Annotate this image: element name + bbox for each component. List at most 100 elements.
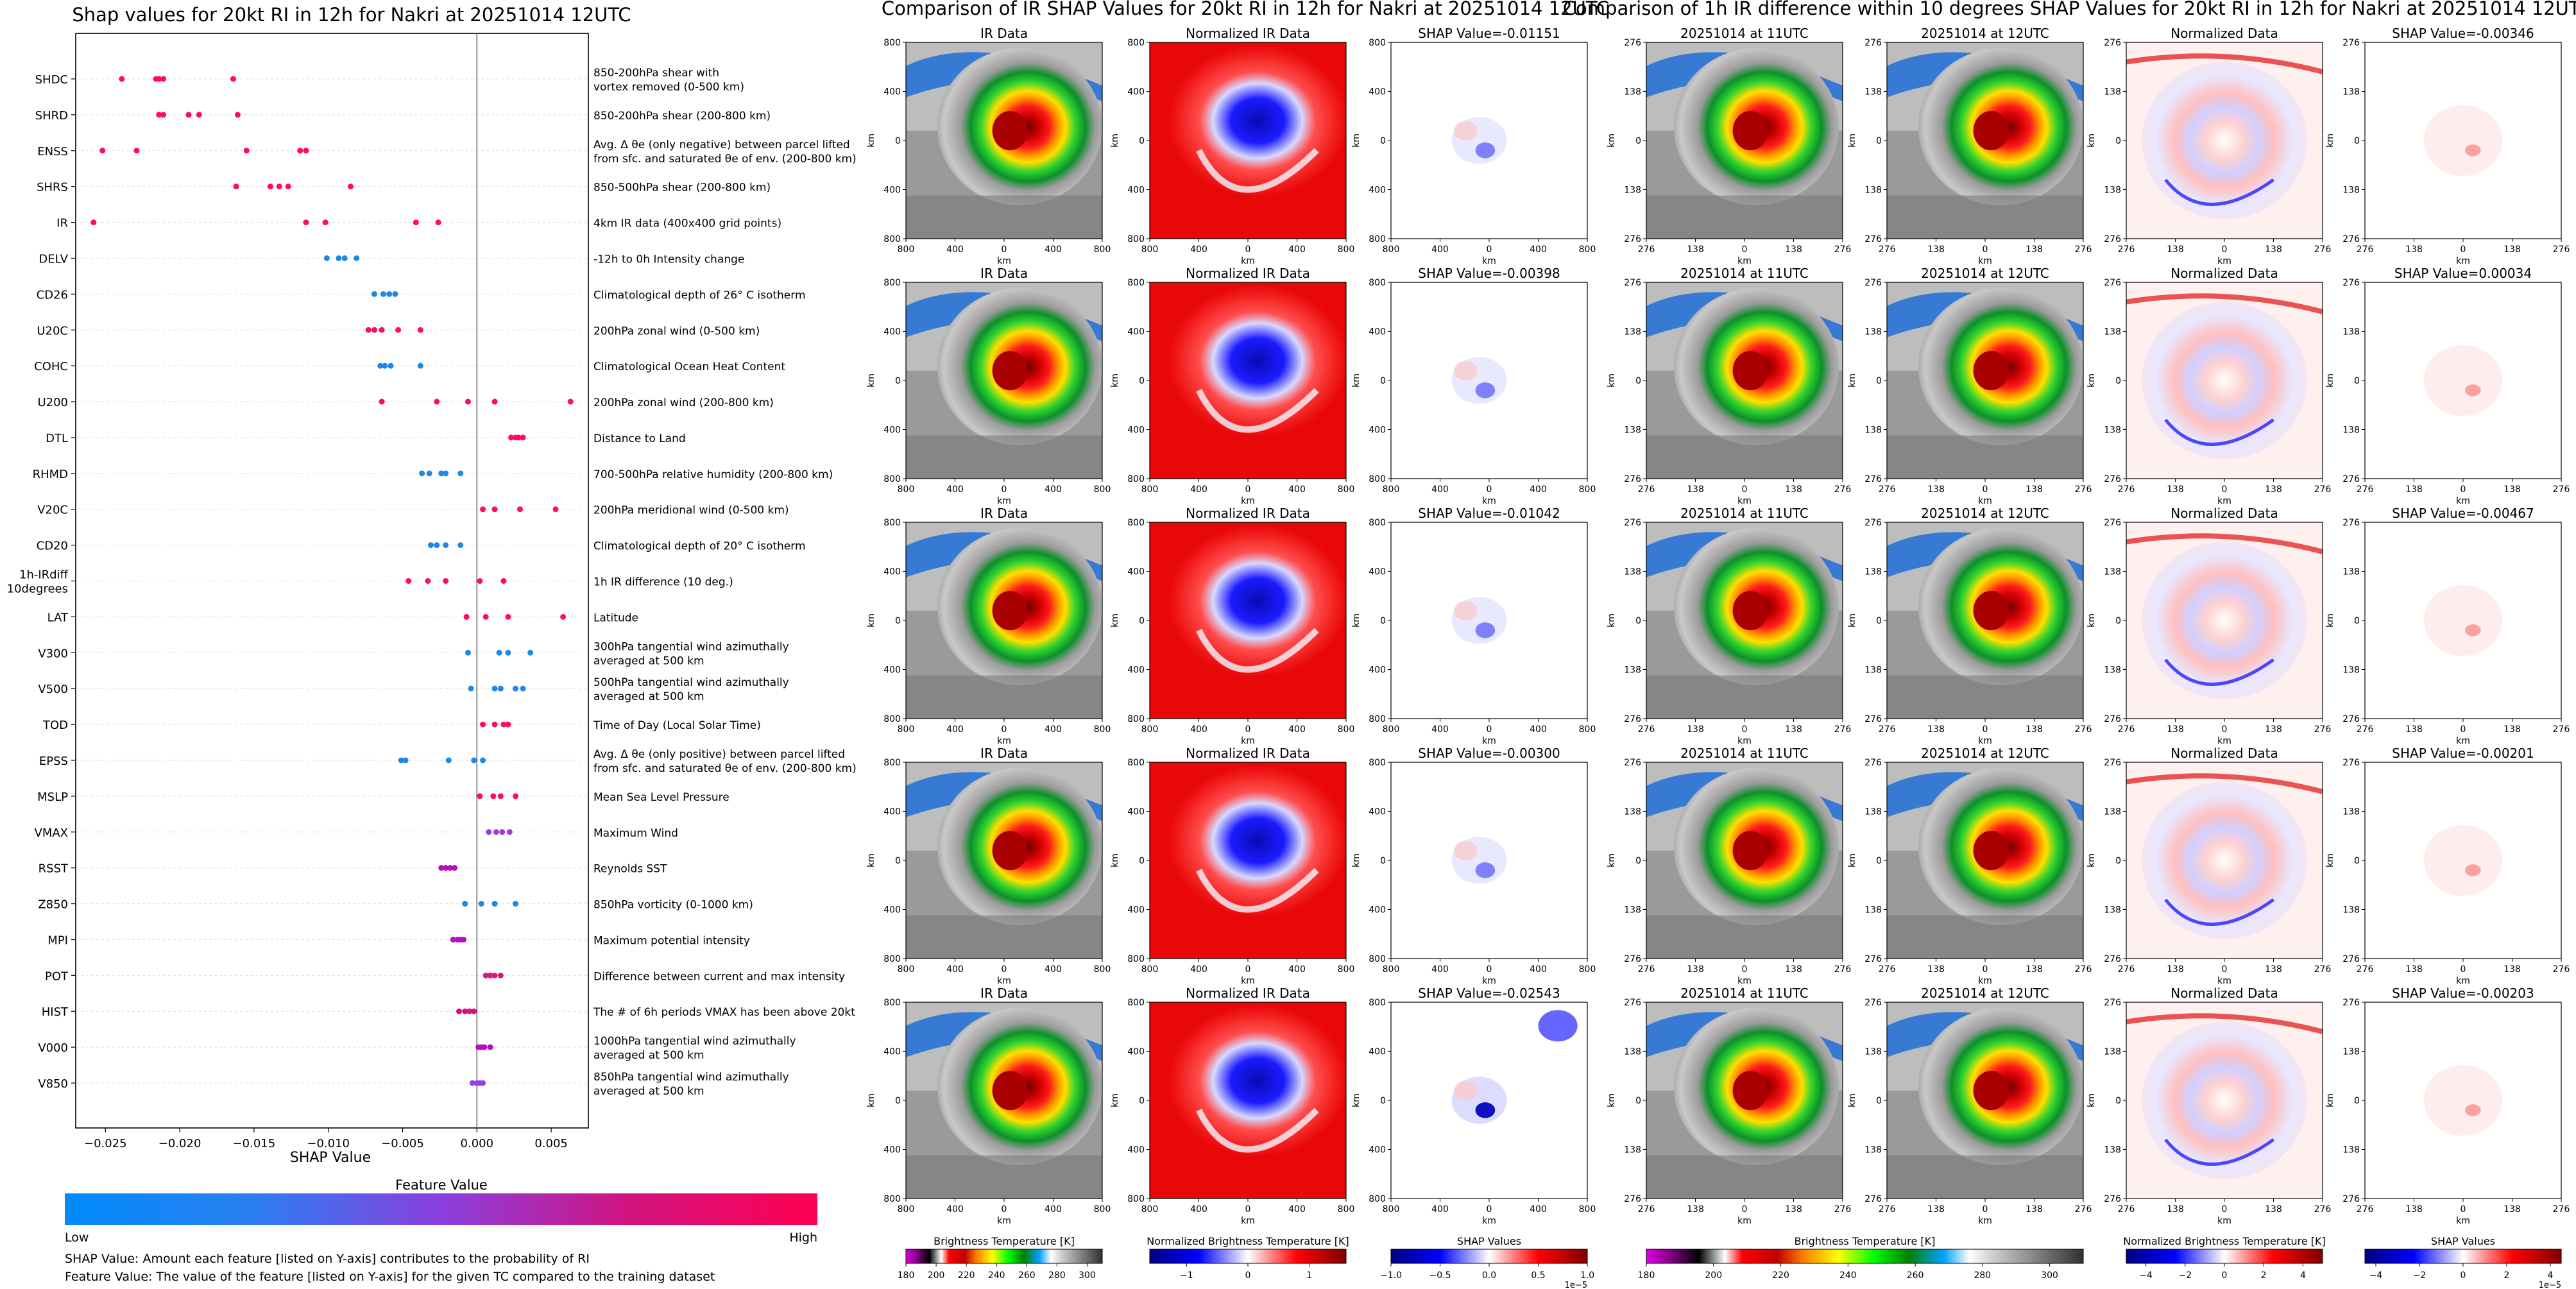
y-tick-label: 800 xyxy=(883,474,901,484)
shap-point xyxy=(469,1080,475,1086)
panel-title: IR Data xyxy=(980,506,1028,521)
feature-description: Latitude xyxy=(593,611,638,624)
x-tick-label: 0 xyxy=(2461,964,2466,975)
y-tick-label: 800 xyxy=(1369,278,1386,288)
colorbar-tick: 4 xyxy=(2300,1270,2306,1281)
y-tick-label: 400 xyxy=(1127,185,1145,196)
shap-point xyxy=(457,542,464,549)
feature-description: vortex removed (0-500 km) xyxy=(593,81,744,94)
x-tick-label: 800 xyxy=(1383,964,1400,975)
colorbar-tick: 280 xyxy=(1974,1270,1991,1281)
shap-point xyxy=(520,685,526,692)
y-tick-label: 0 xyxy=(1635,136,1641,146)
shap-plot-frame xyxy=(75,33,589,1129)
x-axis-label: km xyxy=(1241,496,1255,506)
x-axis-label: km xyxy=(2456,976,2470,986)
shap-point xyxy=(567,398,574,405)
shap-point xyxy=(398,757,404,764)
panel-title: IR Data xyxy=(980,986,1028,1001)
x-tick-label: 800 xyxy=(1141,244,1159,255)
footnote-feature: Feature Value: The value of the feature … xyxy=(65,1270,715,1284)
y-tick-label: 800 xyxy=(1127,998,1145,1008)
x-axis-label: km xyxy=(1482,256,1496,266)
y-axis-label: km xyxy=(1351,373,1361,388)
shap-feature-names: SHDC SHRD ENSS SHRS IR DELV CD26 U20C COHC U200 DT… xyxy=(7,73,76,1091)
y-tick-label: 0 xyxy=(1380,616,1386,626)
y-tick-label: 276 xyxy=(1864,518,1882,528)
y-tick-label: 138 xyxy=(2104,807,2121,817)
y-tick-label: 0 xyxy=(1635,616,1641,626)
x-tick-label: 276 xyxy=(2357,964,2374,975)
feature-name: V850 xyxy=(38,1077,68,1091)
x-tick-label: 276 xyxy=(2314,244,2332,255)
x-tick-label: 400 xyxy=(946,244,964,255)
panel-title: SHAP Value=-0.00203 xyxy=(2392,986,2534,1001)
y-tick-label: 800 xyxy=(1127,518,1145,528)
shap-point xyxy=(445,757,452,764)
shap-point xyxy=(417,363,423,369)
colorbar-label: SHAP Values xyxy=(2431,1235,2495,1247)
x-tick-label: 276 xyxy=(2553,484,2570,495)
feature-name: POT xyxy=(45,969,69,983)
feature-name: SHRS xyxy=(37,181,68,194)
shap-point xyxy=(303,148,309,154)
y-tick-label: 276 xyxy=(2104,998,2121,1008)
x-tick-label: 138 xyxy=(2503,484,2521,495)
y-tick-label: 138 xyxy=(2104,185,2121,196)
y-axis-label: km xyxy=(1351,853,1361,867)
y-tick-label: 400 xyxy=(1127,425,1145,436)
feature-description: -12h to 0h Intensity change xyxy=(593,253,744,266)
feature-name: EPSS xyxy=(39,755,68,768)
x-tick-label: 800 xyxy=(1141,964,1159,975)
y-tick-label: 138 xyxy=(1864,87,1882,98)
shap-point xyxy=(515,434,522,441)
y-tick-label: 0 xyxy=(2115,1096,2121,1106)
feature-description: 200hPa meridional wind (0-500 km) xyxy=(593,504,789,517)
colorbar-tick: 240 xyxy=(1839,1270,1857,1281)
x-tick-label: 0 xyxy=(1002,1204,1007,1215)
feature-description: 500hPa tangential wind azimuthally xyxy=(593,676,789,689)
x-tick-label: 276 xyxy=(2314,484,2332,495)
panel-title: Normalized IR Data xyxy=(1186,266,1310,281)
y-axis-label: km xyxy=(1847,1093,1857,1107)
shap-point xyxy=(487,1044,493,1050)
shap-point xyxy=(520,434,526,441)
shap-point xyxy=(508,434,515,441)
y-tick-label: 138 xyxy=(1864,1145,1882,1156)
y-tick-label: 276 xyxy=(1864,714,1882,724)
feature-description: 850-500hPa shear (200-800 km) xyxy=(593,182,771,194)
y-tick-label: 800 xyxy=(1369,998,1386,1008)
y-tick-label: 800 xyxy=(1127,234,1145,244)
feature-name: V300 xyxy=(38,647,68,660)
x-tick-label: 276 xyxy=(1879,1204,1896,1215)
x-tick-label: 800 xyxy=(898,964,915,975)
x-tick-label: 800 xyxy=(1579,484,1596,495)
y-tick-label: 138 xyxy=(1624,807,1641,817)
y-tick-label: 276 xyxy=(2342,234,2360,244)
feature-name: HIST xyxy=(42,1005,69,1019)
y-tick-label: 138 xyxy=(1624,665,1641,676)
panel-title: SHAP Value=-0.00300 xyxy=(1418,746,1560,761)
shap-point xyxy=(160,76,167,82)
x-tick-label: 800 xyxy=(1094,964,1111,975)
shap-point xyxy=(119,76,125,82)
x-axis-label: km xyxy=(2217,496,2231,506)
x-tick-label: 0 xyxy=(1983,484,1988,495)
feature-name: DTL xyxy=(46,432,68,445)
shap-point xyxy=(392,291,398,297)
y-axis-label: km xyxy=(1110,133,1120,148)
panel-title: Normalized Data xyxy=(2171,986,2278,1001)
y-tick-label: 800 xyxy=(1369,758,1386,768)
shap-point xyxy=(491,685,498,692)
feature-name: DELV xyxy=(38,252,68,266)
y-tick-label: 276 xyxy=(1624,954,1641,964)
colorbar-tick: 1.0 xyxy=(1580,1270,1594,1281)
y-tick-label: 138 xyxy=(2342,87,2360,98)
colorbar-tick: 300 xyxy=(2041,1270,2058,1281)
y-tick-label: 138 xyxy=(1624,327,1641,337)
y-tick-label: 400 xyxy=(1127,1145,1145,1156)
y-tick-label: 276 xyxy=(1624,714,1641,724)
